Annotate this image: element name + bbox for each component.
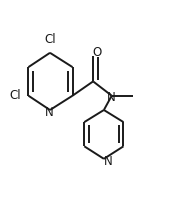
Text: N: N — [103, 154, 112, 168]
Text: N: N — [45, 106, 53, 119]
Text: O: O — [92, 46, 102, 59]
Text: Cl: Cl — [10, 89, 22, 102]
Text: N: N — [107, 91, 116, 104]
Text: Cl: Cl — [44, 33, 56, 46]
